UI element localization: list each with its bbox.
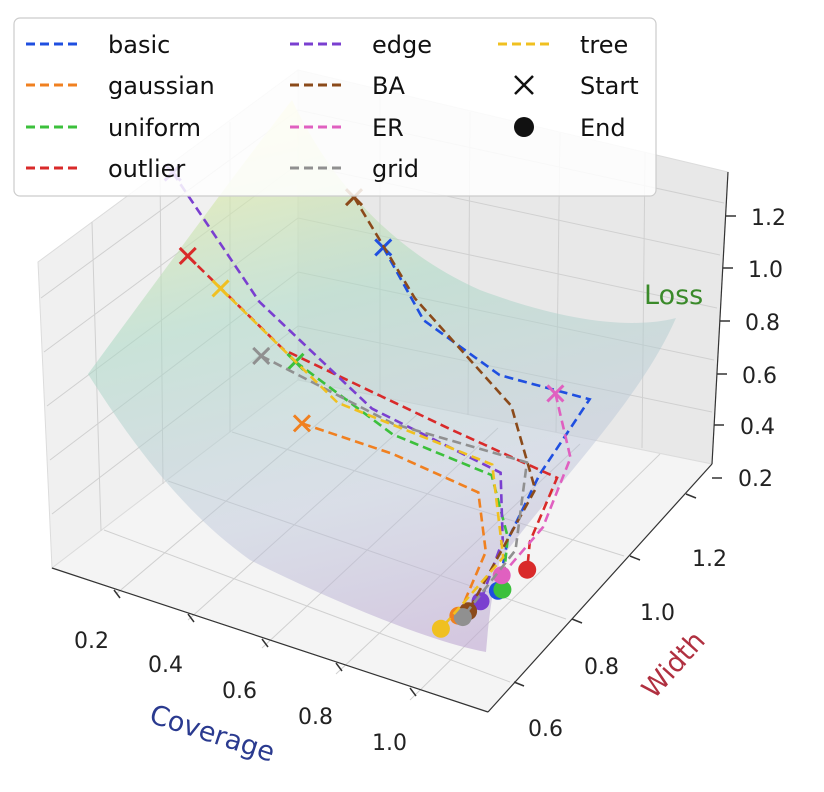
legend-entry-uniform: uniform (26, 114, 201, 142)
z-tick-label: 1.0 (748, 258, 783, 283)
y-tick-label: 1.2 (692, 547, 727, 572)
series-line-outlier (186, 255, 559, 570)
end-marker-grid (453, 608, 472, 627)
legend-label: tree (580, 31, 628, 59)
series-line-basic (382, 246, 592, 592)
x-tick-label: 0.8 (298, 705, 333, 730)
legend-swatch (514, 75, 534, 95)
legend-label: basic (108, 31, 170, 59)
legend-label: End (580, 114, 626, 142)
legend-entry-edge: edge (290, 31, 432, 59)
legend-label: ER (372, 114, 404, 142)
legend-label: edge (372, 31, 432, 59)
series-line-grid (260, 354, 529, 618)
y-tick-label: 0.6 (528, 717, 563, 742)
legend-label: grid (372, 155, 419, 183)
legend-label: Start (580, 72, 639, 100)
x-ticks (113, 589, 417, 697)
y-tick-labels: 0.6 0.8 1.0 1.2 (528, 547, 727, 742)
legend-box (13, 17, 657, 197)
x-tick-label: 0.2 (74, 629, 109, 654)
z-tick-label: 0.8 (745, 311, 780, 336)
start-marker-er (546, 384, 565, 403)
legend-entry-grid: grid (290, 155, 419, 183)
x-tick-label: 0.6 (222, 679, 257, 704)
y-ticks (513, 493, 697, 687)
series-outlier (178, 246, 559, 579)
z-tick-label: 1.2 (751, 206, 786, 231)
legend-label: BA (372, 72, 405, 100)
start-marker-gaussian (292, 414, 311, 433)
legend-label: uniform (108, 114, 201, 142)
legend-label: gaussian (108, 72, 215, 100)
legend-entry-end: End (514, 114, 626, 142)
series-line-edge (171, 171, 505, 602)
y-tick-label: 0.8 (584, 655, 619, 680)
legend-entry-ba: BA (290, 72, 405, 100)
end-marker-er (492, 566, 511, 585)
series-er (492, 384, 572, 585)
legend-entry-basic: basic (26, 31, 170, 59)
x-tick-label: 1.0 (372, 731, 407, 756)
series-line-tree (219, 287, 505, 630)
z-ticks (712, 215, 736, 479)
y-axis-label: Width (636, 626, 712, 705)
loss-surface (88, 100, 676, 652)
legend: basic gaussian uniform outlier edge BA ER grid t… (13, 17, 657, 197)
x-axis-label: Coverage (146, 699, 279, 768)
series-grid (252, 346, 529, 627)
start-marker-grid (252, 346, 271, 365)
series-tree (211, 279, 505, 638)
legend-entries: basic gaussian uniform outlier edge BA ER grid t… (26, 31, 639, 183)
x-tick-labels: 0.2 0.4 0.6 0.8 1.0 (74, 629, 407, 756)
series-line-er (500, 393, 572, 577)
legend-entry-tree: tree (498, 31, 628, 59)
legend-entry-gaussian: gaussian (26, 72, 215, 100)
series-line-ba (352, 196, 537, 612)
series-line-uniform (294, 360, 510, 590)
legend-entry-er: ER (290, 114, 404, 142)
end-marker-outlier (518, 560, 537, 579)
series-layer (163, 163, 592, 638)
z-tick-label: 0.6 (742, 364, 777, 389)
z-axis-label: Loss (644, 280, 703, 311)
x-tick-label: 0.4 (148, 653, 183, 678)
legend-swatch (514, 117, 534, 137)
end-marker-tree (431, 619, 450, 638)
z-tick-label: 0.2 (738, 467, 773, 492)
series-line-gaussian (301, 422, 488, 617)
y-tick-label: 1.0 (640, 601, 675, 626)
z-tick-label: 0.4 (740, 415, 775, 440)
start-marker-tree (211, 279, 230, 298)
z-tick-labels: 0.2 0.4 0.6 0.8 1.0 1.2 (738, 206, 786, 492)
legend-label: outlier (108, 155, 185, 183)
axis-edges (51, 171, 729, 713)
legend-entry-start: Start (514, 72, 639, 100)
end-marker-uniform (493, 580, 512, 599)
end-marker-edge (471, 592, 490, 611)
legend-entry-outlier: outlier (26, 155, 185, 183)
start-marker-outlier (178, 246, 197, 266)
